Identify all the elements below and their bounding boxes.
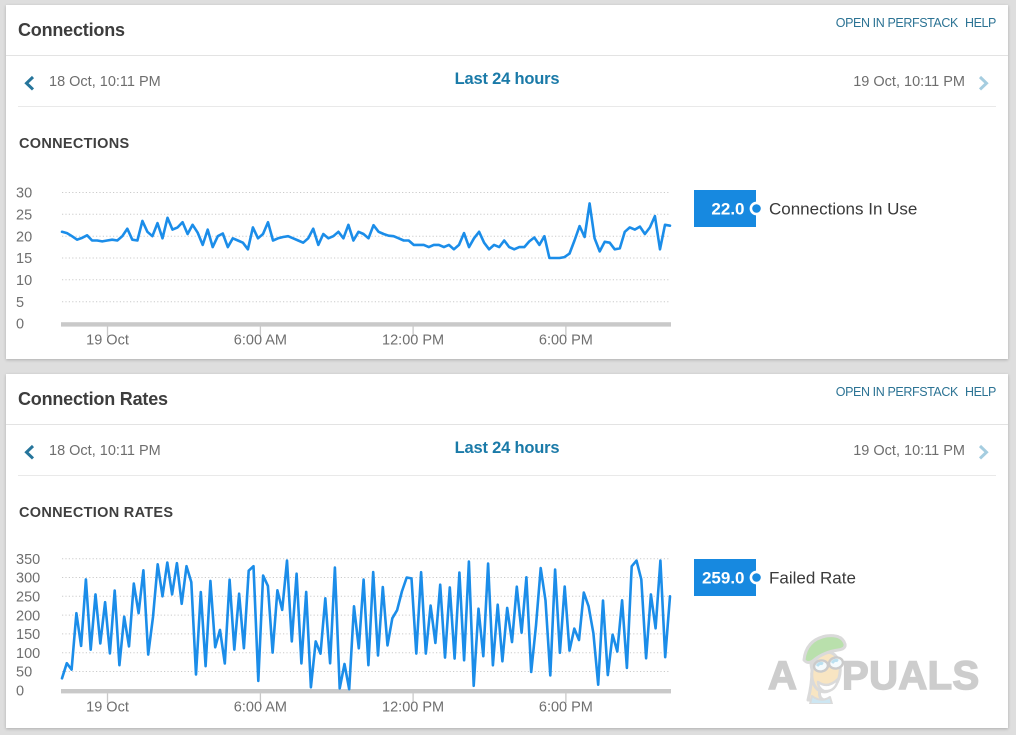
svg-text:5: 5 <box>16 295 24 311</box>
svg-text:0: 0 <box>16 317 24 333</box>
svg-text:50: 50 <box>16 665 32 681</box>
svg-text:150: 150 <box>16 627 40 643</box>
svg-text:30: 30 <box>16 186 32 202</box>
svg-text:6:00 PM: 6:00 PM <box>539 699 593 715</box>
svg-text:19 Oct: 19 Oct <box>86 333 129 349</box>
svg-text:15: 15 <box>16 251 32 267</box>
svg-text:PUALS: PUALS <box>842 654 980 698</box>
svg-text:250: 250 <box>16 590 40 606</box>
svg-text:300: 300 <box>16 571 40 587</box>
svg-text:19 Oct: 19 Oct <box>86 699 129 715</box>
svg-text:259.0: 259.0 <box>702 569 745 588</box>
svg-text:350: 350 <box>16 552 40 568</box>
svg-text:6:00 AM: 6:00 AM <box>234 699 287 715</box>
svg-text:6:00 PM: 6:00 PM <box>539 333 593 349</box>
svg-text:100: 100 <box>16 646 40 662</box>
svg-text:12:00 PM: 12:00 PM <box>382 699 444 715</box>
svg-text:10: 10 <box>16 273 32 289</box>
svg-text:22.0: 22.0 <box>711 200 744 219</box>
svg-text:0: 0 <box>16 684 24 700</box>
svg-text:25: 25 <box>16 208 32 224</box>
svg-text:12:00 PM: 12:00 PM <box>382 333 444 349</box>
svg-text:Failed Rate: Failed Rate <box>769 569 856 588</box>
svg-text:20: 20 <box>16 229 32 245</box>
svg-text:Connections In Use: Connections In Use <box>769 200 917 219</box>
svg-text:6:00 AM: 6:00 AM <box>234 333 287 349</box>
svg-text:A: A <box>768 654 797 698</box>
svg-text:200: 200 <box>16 608 40 624</box>
